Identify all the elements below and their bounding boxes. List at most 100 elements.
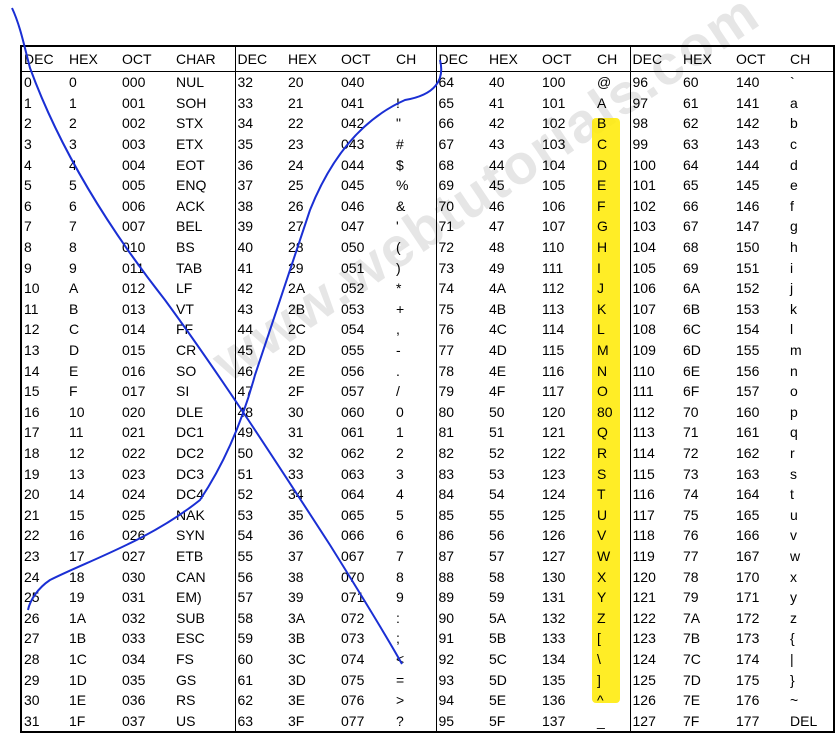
table-cell: z [790,609,797,626]
table-cell: BEL [176,218,203,235]
table-row: 11 B 013 VT 43 2B 053 +75 4B 113 K 107 6B 153 k [21,298,834,320]
table-cell: 34 [288,486,304,503]
table-cell: 160 [736,403,760,420]
table-cell: 110 [629,360,681,381]
table-cell: 51 [234,463,286,484]
table-cell: 19 [69,589,85,606]
table-cell: EM) [176,589,202,606]
table-cell: 064 [341,486,365,503]
table-cell: 156 [736,362,760,379]
table-cell: 64 [435,71,487,93]
table-cell: 104 [629,236,681,258]
table-cell: 30 [288,403,304,420]
table-cell: 59 [489,589,505,606]
table-cell: 163 [736,465,760,482]
table-cell: 41 [489,94,505,111]
table-cell: 6F [683,383,700,400]
table-cell: 161 [736,424,760,441]
table-row: 27 1B 033 ESC 59 3B 073; 91 5B 133 [123 7B 173 { [21,628,834,649]
table-cell: 7B [683,630,701,647]
table-cell: 36 [234,154,286,175]
table-cell: 170 [736,568,760,585]
table-cell: 167 [736,547,760,564]
table-cell: 172 [736,609,760,626]
table-cell: 109 [629,339,681,361]
table-cell: d [790,156,798,173]
table-cell: 23 [24,547,40,564]
table-row: 5 5 005 ENQ 37 25 045% 69 45 105 E 101 65 145 e [21,174,834,196]
table-cell: 32 [288,444,304,461]
table-cell: ( [396,239,401,256]
table-cell: 72 [683,444,699,461]
table-cell: 6B [683,300,701,317]
table-cell: 4E [489,362,507,379]
table-cell: DC3 [176,465,205,482]
table-cell: 166 [736,527,760,544]
table-cell: 153 [736,300,760,317]
table-row: 10 A 012 LF 42 2A 052 * 74 4A 112 J 106 6A 152 j [21,277,834,299]
table-row: 24 18 030 CAN 56 38 070 8 88 58 130 X 120 78 170 x [21,566,834,587]
table-cell: 9 [69,259,77,276]
table-cell: 125 [542,506,566,523]
table-cell: 031 [122,589,146,606]
table-cell: 77 [435,339,487,361]
table-cell: 030 [122,568,146,585]
table-cell: 114 [542,321,565,338]
table-cell: 6C [683,321,701,338]
table-cell: 62 [234,689,286,711]
table-cell: < [396,650,405,667]
table-cell: o [790,383,798,400]
table-row: 15 F 017 SI 47 2F 057 / 79 4F 117 O 111 6F 157 o [21,380,834,402]
table-cell: 92 [435,648,487,670]
table-cell: 52 [234,483,286,505]
table-cell: ~ [790,692,799,709]
table-cell: 6D [683,342,701,359]
table-cell: O [597,383,608,400]
table-cell: 68 [683,239,699,256]
table-cell: F [69,383,78,400]
table-cell: EOT [176,156,205,173]
table-cell: 066 [341,527,365,544]
table-cell: SI [176,383,190,400]
table-cell: 054 [341,321,365,338]
table-cell: 7D [683,671,701,688]
table-cell: 2F [288,383,305,400]
table-cell: 70 [435,195,487,217]
table-cell: 3C [288,650,306,667]
table-cell: 116 [542,362,565,379]
table-cell: 45 [489,177,505,194]
table-cell: 18 [69,568,85,585]
table-cell: 65 [683,177,699,194]
table-cell: p [790,403,798,420]
table-cell: 5 [396,506,404,523]
table-cell: ^ [597,692,604,709]
table-cell: E [597,177,607,194]
table-cell: 28 [288,239,304,256]
table-row: 29 1D 035 GS 61 3D 075 = 93 5D 135] 125 7D 175} [21,669,834,690]
table-cell: 4D [489,342,507,359]
table-cell: 3E [288,692,306,709]
table-cell: 10 [24,280,40,297]
table-cell: 065 [341,506,365,523]
table-cell: ETB [176,547,204,564]
table-cell: 111 [542,259,564,276]
table-cell: 053 [341,300,365,317]
table-cell: 63 [683,136,699,153]
table-cell: 1E [69,692,87,709]
table-cell: 062 [341,444,365,461]
table-cell: 073 [341,630,365,647]
table-cell: 47 [234,380,286,402]
table-cell: 86 [435,525,487,546]
table-cell: 33 [288,465,304,482]
table-cell: 4 [69,156,77,173]
table-cell: y [790,589,797,606]
table-cell: 116 [629,483,681,505]
table-cell: 150 [736,239,760,256]
table-cell: B [69,300,79,317]
table-cell: 13 [69,465,85,482]
table-cell: 026 [122,527,146,544]
table-cell: 2B [288,300,306,317]
header-oct-3: OCT [540,46,595,72]
table-cell: 103 [542,136,566,153]
table-cell: j [790,280,794,297]
